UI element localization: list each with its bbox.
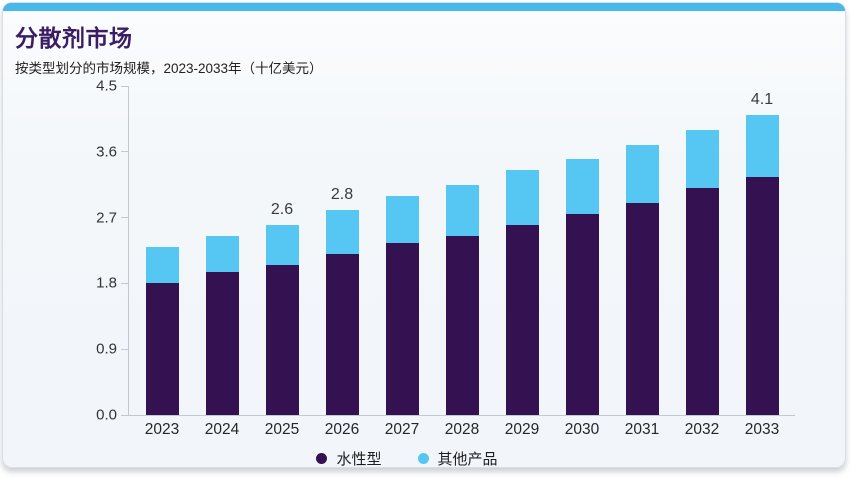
bar-segment-其他产品-2030	[565, 159, 599, 214]
bar-segment-其他产品-2027	[385, 195, 419, 244]
x-axis-label-2028: 2028	[444, 421, 480, 438]
stacked-bar-plot-area: 0.0 0.9 1.8 2.7 3.6 4.5 2023 2024 2.6 2025 2.8 2026…	[96, 78, 795, 438]
y-axis-tick-label: 4.5	[96, 77, 117, 95]
x-axis-label-2030: 2030	[564, 421, 600, 438]
bar-segment-水性型-2025	[265, 265, 299, 415]
x-axis-label-2026: 2026	[324, 421, 360, 438]
bar-segment-其他产品-2024	[205, 235, 239, 273]
bar-segment-其他产品-2032	[685, 129, 719, 189]
bar-stack-2023	[145, 246, 179, 415]
page-title: 分散剂市场	[15, 25, 133, 51]
bar-stack-2027	[385, 195, 419, 415]
bar-stack-2024	[205, 235, 239, 415]
bar-segment-水性型-2024	[205, 272, 239, 415]
legend-label: 水性型	[336, 451, 382, 468]
x-axis-label-2031: 2031	[624, 421, 660, 438]
legend-label: 其他产品	[437, 451, 498, 468]
y-axis-tick	[121, 151, 128, 153]
y-axis-tick	[121, 85, 128, 87]
y-axis-tick	[121, 414, 128, 416]
bar-segment-其他产品-2028	[445, 184, 479, 236]
bar-segment-其他产品-2023	[145, 246, 179, 284]
y-axis-tick-label: 1.8	[96, 274, 117, 292]
bar-segment-其他产品-2026	[325, 210, 359, 255]
x-axis-label-2029: 2029	[504, 421, 540, 438]
y-axis-tick-label: 2.7	[96, 209, 117, 227]
bar-segment-水性型-2033	[745, 177, 779, 415]
bar-segment-水性型-2030	[565, 213, 599, 415]
bar-segment-水性型-2023	[145, 283, 179, 415]
bar-segment-水性型-2032	[685, 188, 719, 415]
bar-total-label-2026: 2.8	[330, 186, 354, 204]
bar-segment-水性型-2028	[445, 235, 479, 415]
bar-stack-2033	[745, 115, 779, 415]
y-axis-tick-label: 0.9	[96, 340, 117, 358]
legend-swatch-icon	[417, 453, 429, 464]
legend-swatch-icon	[316, 453, 328, 464]
bar-total-label-2025: 2.6	[270, 200, 294, 218]
bar-stack-2025	[265, 224, 299, 415]
bar-stack-2032	[685, 129, 719, 415]
y-axis-tick	[121, 217, 128, 219]
chart-legend: 水性型 其他产品	[0, 448, 829, 469]
x-axis-label-2024: 2024	[204, 421, 240, 438]
x-axis-label-2033: 2033	[744, 421, 780, 438]
x-axis-label-2025: 2025	[264, 421, 300, 438]
bar-stack-2029	[505, 170, 539, 415]
card-accent-bar	[3, 3, 845, 11]
bar-segment-水性型-2031	[625, 202, 659, 415]
bar-segment-其他产品-2033	[745, 115, 779, 178]
bar-stack-2028	[445, 184, 479, 415]
bar-segment-水性型-2027	[385, 243, 419, 415]
bar-segment-水性型-2026	[325, 254, 359, 415]
x-axis-label-2027: 2027	[384, 421, 420, 438]
x-axis-label-2032: 2032	[684, 421, 720, 438]
bar-stack-2031	[625, 144, 659, 415]
x-axis-label-2023: 2023	[144, 421, 180, 438]
y-axis-tick-label: 0.0	[96, 406, 117, 424]
bar-segment-其他产品-2031	[625, 144, 659, 203]
bar-segment-水性型-2029	[505, 224, 539, 415]
bar-segment-其他产品-2029	[505, 170, 539, 225]
bar-segment-其他产品-2025	[265, 224, 299, 266]
bar-stack-2030	[565, 159, 599, 415]
page-subtitle: 按类型划分的市场规模，2023-2033年（十亿美元）	[15, 61, 323, 76]
bar-stack-2026	[325, 210, 359, 415]
y-axis-tick	[121, 348, 128, 350]
legend-item-其他产品: 其他产品	[417, 448, 498, 469]
y-axis-tick-label: 3.6	[96, 143, 117, 161]
market-report-card: 分散剂市场 按类型划分的市场规模，2023-2033年（十亿美元） 0.0 0.9…	[2, 2, 846, 468]
chart-header: 分散剂市场 按类型划分的市场规模，2023-2033年（十亿美元）	[15, 19, 323, 77]
y-axis-tick	[121, 282, 128, 284]
bar-total-label-2033: 4.1	[750, 91, 774, 109]
legend-item-水性型: 水性型	[316, 448, 382, 469]
